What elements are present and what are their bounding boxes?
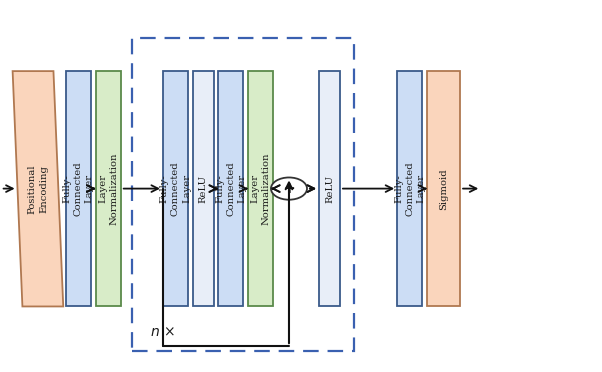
Text: Sigmoid: Sigmoid [439, 168, 448, 209]
Bar [427, 71, 460, 307]
Text: +: + [283, 182, 295, 196]
Bar [132, 38, 354, 351]
Bar [66, 71, 91, 307]
Text: Positional
Encoding: Positional Encoding [28, 164, 48, 214]
Circle shape [271, 177, 307, 200]
Text: Fully-
Connected
Layer: Fully- Connected Layer [160, 161, 191, 216]
Bar [96, 71, 121, 307]
Bar [218, 71, 243, 307]
Bar [397, 71, 423, 307]
Text: ReLU: ReLU [199, 175, 208, 203]
Text: $n$ ×: $n$ × [150, 325, 175, 339]
Bar [163, 71, 188, 307]
Text: Fully-
Connected
Layer: Fully- Connected Layer [215, 161, 246, 216]
Polygon shape [13, 71, 63, 307]
Bar [193, 71, 214, 307]
Text: Layer
Normalization: Layer Normalization [250, 153, 271, 225]
Text: Fully-
Connected
Layer: Fully- Connected Layer [394, 161, 425, 216]
Text: Fully-
Connected
Layer: Fully- Connected Layer [63, 161, 94, 216]
Text: ReLU: ReLU [325, 175, 334, 203]
Bar [248, 71, 273, 307]
Bar [319, 71, 340, 307]
Text: Layer
Normalization: Layer Normalization [98, 153, 118, 225]
